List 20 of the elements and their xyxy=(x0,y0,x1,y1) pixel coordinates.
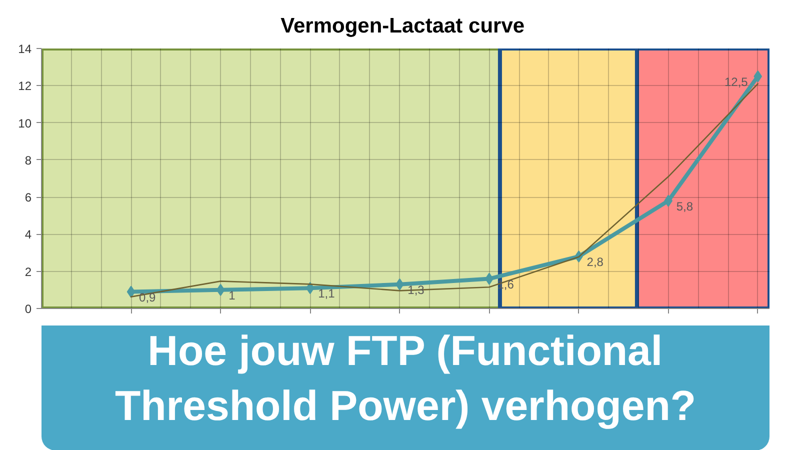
point xyxy=(216,284,225,296)
data-label: 12,5 xyxy=(724,74,748,89)
y-tick-label: 6 xyxy=(24,190,32,205)
data-label: 5,8 xyxy=(676,199,694,214)
data-label: 0,9 xyxy=(139,290,156,304)
point xyxy=(306,282,314,294)
data-label: 2,8 xyxy=(586,255,604,269)
y-tick-label: 14 xyxy=(18,42,32,56)
y-tick-label: 0 xyxy=(24,302,32,316)
y-tick-label: 10 xyxy=(18,116,32,130)
point xyxy=(754,70,762,82)
text: Hoe jouw FTP (Functional Threshold Power) verhogen? xyxy=(114,327,696,429)
y-tick-label: 4 xyxy=(24,228,32,242)
y-tick-label: 2 xyxy=(24,264,32,279)
data-label: 1,1 xyxy=(318,286,336,301)
y-tick-label: 12 xyxy=(18,79,32,94)
y-tick-label: 8 xyxy=(24,153,32,168)
data-label: 1 xyxy=(228,288,236,302)
chart-title: Vermogen-Lactaat curve xyxy=(280,14,525,38)
point xyxy=(126,286,136,298)
